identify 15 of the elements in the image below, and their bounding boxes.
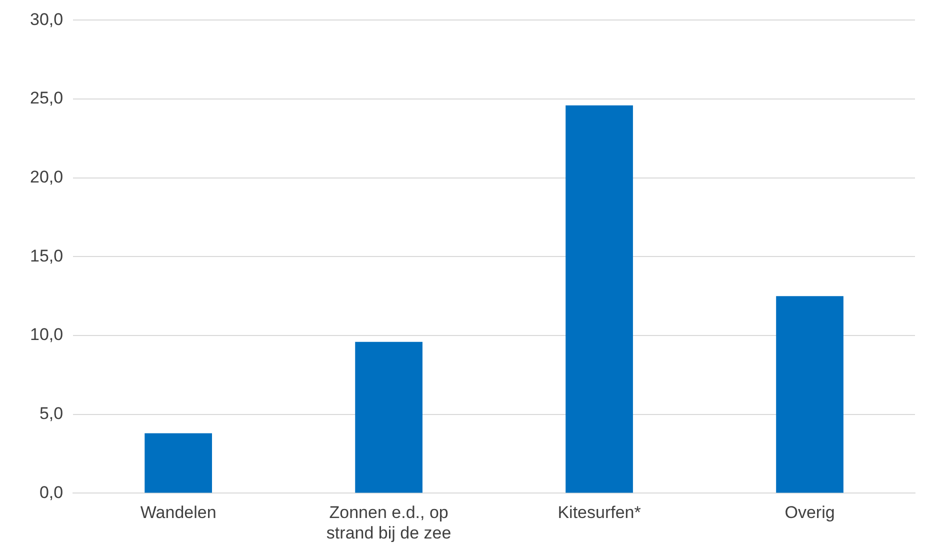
y-tick-label: 0,0 — [39, 482, 64, 502]
bar — [144, 433, 212, 493]
bar — [776, 296, 844, 493]
y-tick-label: 20,0 — [30, 168, 64, 187]
x-tick-label: Kitesurfen* — [558, 503, 642, 522]
x-tick-label: Wandelen — [140, 503, 216, 522]
y-tick-label: 30,0 — [30, 10, 64, 29]
y-tick-label: 15,0 — [30, 246, 64, 266]
y-tick-label: 10,0 — [30, 325, 64, 344]
bar — [355, 342, 422, 493]
x-tick-label: Zonnen e.d., op strand bij de zee — [326, 503, 452, 542]
y-tick-label: 5,0 — [39, 404, 64, 424]
y-tick-label: 25,0 — [30, 88, 64, 108]
x-tick-label: Overig — [784, 503, 835, 522]
bar — [566, 105, 633, 493]
